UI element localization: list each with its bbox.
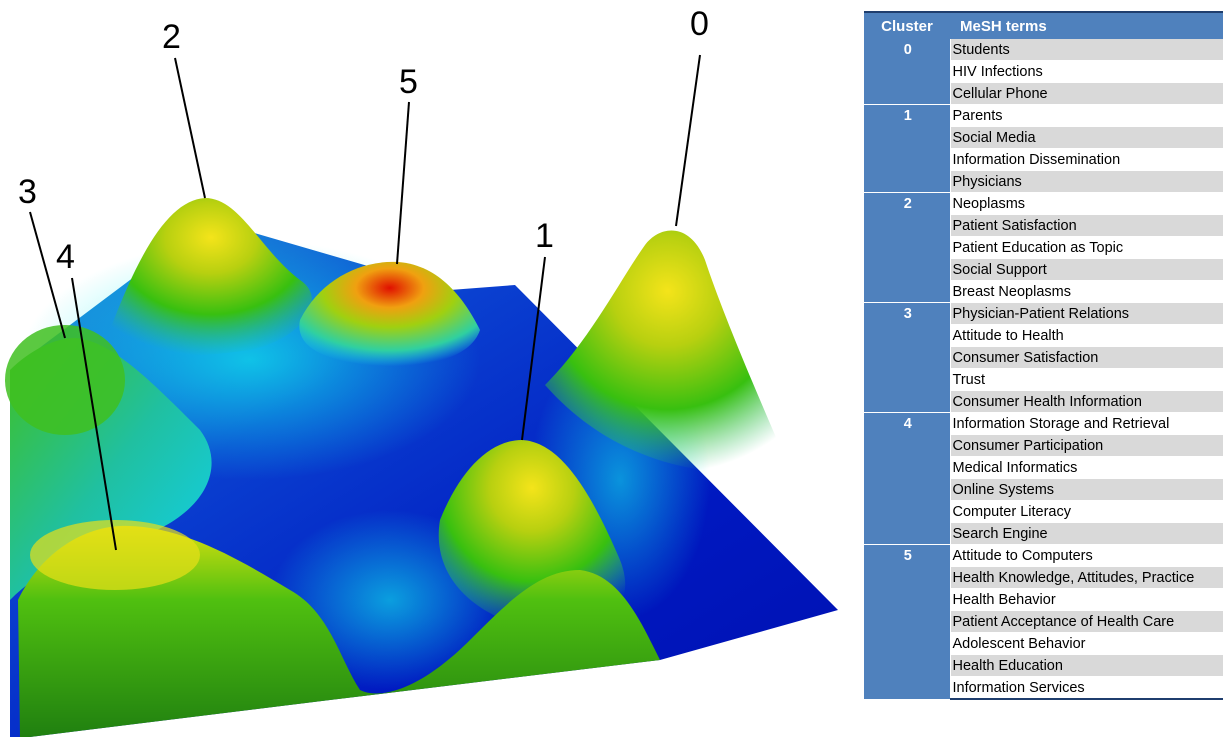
table-row: Physicians <box>864 170 1223 193</box>
peak-label-0: 0 <box>690 5 709 43</box>
table-row: Consumer Participation <box>864 434 1223 457</box>
table-row: Computer Literacy <box>864 500 1223 523</box>
mesh-term-cell: Physician-Patient Relations <box>950 302 1223 325</box>
mesh-term-cell: Online Systems <box>950 478 1223 501</box>
mesh-terms-column-header: MeSH terms <box>950 11 1223 39</box>
cluster-id-cell: 4 <box>864 412 951 545</box>
table-row: Adolescent Behavior <box>864 632 1223 655</box>
table-row: HIV Infections <box>864 60 1223 83</box>
table-row: Search Engine <box>864 522 1223 545</box>
mesh-term-cell: Search Engine <box>950 522 1223 545</box>
peak-label-3: 3 <box>18 173 37 211</box>
table-header-row: Cluster MeSH terms <box>864 11 1223 39</box>
mesh-term-cell: Physicians <box>950 170 1223 193</box>
table-row: Patient Education as Topic <box>864 236 1223 259</box>
peak-4-ridge <box>18 525 660 737</box>
mesh-term-cell: Parents <box>950 104 1223 127</box>
table-row: Consumer Satisfaction <box>864 346 1223 369</box>
cluster-id-cell: 5 <box>864 544 951 700</box>
density-landscape: 0 1 2 3 4 5 <box>5 5 838 737</box>
mesh-term-cell: Consumer Satisfaction <box>950 346 1223 369</box>
mesh-term-cell: Trust <box>950 368 1223 391</box>
mesh-term-cell: Social Media <box>950 126 1223 149</box>
cluster-id-cell: 2 <box>864 192 951 303</box>
table-row: 1 Parents <box>864 104 1223 193</box>
leader-lines <box>29 54 701 551</box>
peak-4-top <box>30 520 200 590</box>
mesh-term-cell: Health Education <box>950 654 1223 677</box>
table-row: Information Services <box>864 676 1223 700</box>
table-row: Patient Acceptance of Health Care <box>864 610 1223 633</box>
mesh-term-cell: Students <box>950 39 1223 61</box>
table-row: Cellular Phone <box>864 82 1223 105</box>
mesh-term-cell: Health Behavior <box>950 588 1223 611</box>
table-row: Social Media <box>864 126 1223 149</box>
table-row: Breast Neoplasms <box>864 280 1223 303</box>
mesh-term-cell: Patient Satisfaction <box>950 214 1223 237</box>
table-row: Medical Informatics <box>864 456 1223 479</box>
mesh-cluster-table: Cluster MeSH terms 0 Students HIV Infectio… <box>864 11 1223 700</box>
mesh-term-cell: Patient Acceptance of Health Care <box>950 610 1223 633</box>
table-row: Health Behavior <box>864 588 1223 611</box>
leader-line-0 <box>675 54 701 227</box>
mesh-term-cell: Information Storage and Retrieval <box>950 412 1223 435</box>
peak-label-1: 1 <box>535 217 554 255</box>
cluster-id-cell: 3 <box>864 302 951 413</box>
mesh-term-cell: Attitude to Computers <box>950 544 1223 567</box>
mesh-term-cell: HIV Infections <box>950 60 1223 83</box>
table-row: 2 Neoplasms <box>864 192 1223 303</box>
leader-line-3 <box>29 211 66 339</box>
mesh-term-cell: Information Services <box>950 676 1223 700</box>
table-row: 4 Information Storage and Retrieval <box>864 412 1223 545</box>
peak-label-4: 4 <box>56 238 75 276</box>
cluster-id-cell: 1 <box>864 104 951 193</box>
table-row: 3 Physician-Patient Relations <box>864 302 1223 413</box>
leader-line-5 <box>396 101 410 265</box>
table-row: 5 Attitude to Computers <box>864 544 1223 700</box>
table-row: 0 Students <box>864 39 1223 105</box>
peak-3-top <box>5 325 125 435</box>
mesh-term-cell: Adolescent Behavior <box>950 632 1223 655</box>
leader-line-2 <box>174 57 206 199</box>
mesh-term-cell: Consumer Health Information <box>950 390 1223 413</box>
mesh-term-cell: Computer Literacy <box>950 500 1223 523</box>
mesh-term-cell: Social Support <box>950 258 1223 281</box>
table-row: Consumer Health Information <box>864 390 1223 413</box>
peak-label-2: 2 <box>162 18 181 56</box>
table-row: Online Systems <box>864 478 1223 501</box>
cluster-column-header: Cluster <box>864 11 950 39</box>
mesh-term-cell: Breast Neoplasms <box>950 280 1223 303</box>
table-row: Trust <box>864 368 1223 391</box>
mesh-term-cell: Consumer Participation <box>950 434 1223 457</box>
mesh-term-cell: Information Dissemination <box>950 148 1223 171</box>
mesh-term-cell: Cellular Phone <box>950 82 1223 105</box>
mesh-term-cell: Attitude to Health <box>950 324 1223 347</box>
table-row: Patient Satisfaction <box>864 214 1223 237</box>
table-row: Health Education <box>864 654 1223 677</box>
peak-2-hill <box>110 198 312 356</box>
table-row: Attitude to Health <box>864 324 1223 347</box>
leader-line-4 <box>71 277 117 551</box>
mesh-term-cell: Patient Education as Topic <box>950 236 1223 259</box>
table-row: Health Knowledge, Attitudes, Practice <box>864 566 1223 589</box>
table-body: 0 Students HIV Infections Cellular Phone 1 Pa… <box>864 39 1223 700</box>
peak-5-hill <box>299 261 480 367</box>
cluster-id-cell: 0 <box>864 39 951 105</box>
leader-line-1 <box>521 256 546 441</box>
peak-label-5: 5 <box>399 63 418 101</box>
mesh-term-cell: Health Knowledge, Attitudes, Practice <box>950 566 1223 589</box>
peak-0-hill <box>545 230 790 474</box>
mesh-term-cell: Medical Informatics <box>950 456 1223 479</box>
table-row: Information Dissemination <box>864 148 1223 171</box>
table-row: Social Support <box>864 258 1223 281</box>
mesh-term-cell: Neoplasms <box>950 192 1223 215</box>
